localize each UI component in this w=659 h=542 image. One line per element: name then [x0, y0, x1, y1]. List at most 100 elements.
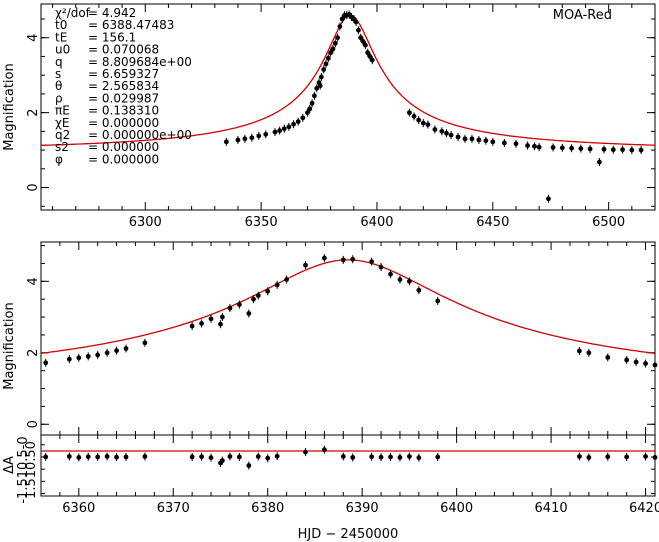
data-point — [286, 124, 292, 130]
x-tick-label: 6400 — [440, 501, 473, 516]
data-point — [378, 264, 384, 270]
data-point — [420, 120, 426, 126]
data-point — [307, 106, 313, 112]
middle-model-curve — [40, 259, 656, 355]
data-point — [208, 455, 214, 461]
y-tick-label: 2 — [26, 349, 41, 357]
data-point — [369, 259, 375, 265]
param-symbol: q — [55, 55, 63, 69]
data-point — [227, 454, 233, 459]
data-point — [624, 454, 630, 460]
data-point — [356, 27, 361, 33]
data-point — [586, 455, 592, 460]
y-tick-label: 0 — [26, 420, 41, 428]
top-frame — [40, 3, 656, 211]
data-point — [444, 130, 449, 136]
y-tick-label: 4 — [26, 277, 41, 285]
data-point — [300, 115, 306, 121]
data-point — [353, 19, 359, 25]
param-symbol: t0 — [55, 18, 67, 32]
param-value: = 6.659327 — [88, 67, 159, 81]
param-value: = 6388.47483 — [88, 18, 174, 32]
y-tick-label: 0 — [26, 183, 41, 191]
param-value: = 8.809684e+00 — [88, 55, 192, 69]
data-point — [284, 277, 289, 282]
x-tick-label: 6420 — [629, 501, 659, 516]
residual-tick-labels-2: -1.510.5-0 — [16, 436, 31, 503]
param-value: = 0.000000e+00 — [88, 128, 192, 142]
y-tick-label: 2 — [26, 108, 41, 116]
param-symbol: s — [55, 67, 61, 81]
data-point — [321, 255, 327, 261]
data-point — [340, 257, 346, 263]
data-point — [432, 127, 438, 132]
param-symbol: χ²/dof — [55, 6, 91, 20]
data-point — [227, 305, 233, 311]
data-point — [350, 455, 356, 460]
data-point — [142, 454, 148, 459]
data-point — [362, 42, 368, 48]
data-point — [255, 293, 261, 299]
data-point — [339, 16, 345, 22]
data-point — [439, 128, 445, 134]
residual-data-points — [43, 445, 658, 470]
param-value: = 0.000000 — [88, 152, 159, 166]
data-point — [462, 136, 468, 142]
data-point — [367, 54, 373, 59]
data-point — [397, 277, 403, 282]
data-point — [274, 453, 280, 459]
param-symbol: tE — [55, 30, 67, 44]
top-x-ticks: 6300 6350 6400 6450 6500 — [52, 4, 656, 230]
data-point — [219, 458, 225, 464]
data-point — [255, 454, 261, 459]
data-point — [596, 159, 602, 165]
middle-ylabel: Magnification — [2, 302, 17, 390]
top-ylabel: Magnification — [2, 63, 17, 151]
data-point — [76, 455, 82, 460]
data-point — [312, 93, 317, 99]
data-point — [43, 454, 49, 460]
data-point — [281, 126, 287, 132]
param-symbol: πE — [55, 104, 70, 118]
data-point — [469, 136, 475, 142]
data-point — [407, 278, 412, 284]
data-point — [388, 454, 393, 460]
data-point — [513, 141, 519, 147]
data-point — [397, 455, 403, 460]
x-tick-label: 6360 — [62, 501, 95, 516]
data-point — [587, 146, 593, 152]
data-point — [610, 147, 616, 153]
top-title: MOA-Red — [553, 8, 612, 23]
x-tick-label: 6400 — [360, 215, 393, 230]
data-point — [236, 454, 242, 460]
data-point — [95, 454, 101, 460]
residual-x-ticks: 6360 6370 6380 6390 6400 6410 6420 — [40, 435, 659, 516]
data-point — [483, 138, 489, 144]
data-point — [85, 454, 91, 460]
data-point — [358, 35, 364, 41]
data-point — [638, 147, 644, 153]
data-point — [235, 137, 241, 143]
data-point — [416, 117, 422, 123]
param-value: = 0.000000 — [88, 116, 159, 130]
data-point — [652, 362, 658, 368]
data-point — [43, 360, 49, 366]
top-y-ticks: 0 2 4 — [26, 18, 655, 207]
data-point — [95, 352, 101, 358]
data-point — [601, 146, 607, 152]
data-point — [620, 147, 625, 153]
data-point — [199, 321, 204, 326]
data-point — [219, 314, 225, 320]
data-point — [577, 454, 582, 459]
data-point — [360, 39, 366, 44]
data-point — [123, 346, 129, 351]
data-point — [251, 296, 256, 302]
param-value: = 0.029987 — [88, 91, 159, 105]
data-point — [246, 463, 252, 468]
param-value: = 0.000000 — [88, 140, 159, 154]
data-point — [629, 147, 635, 153]
data-point — [435, 454, 441, 460]
data-point — [546, 196, 551, 202]
param-value: = 0.138310 — [88, 104, 159, 118]
data-point — [569, 145, 574, 151]
